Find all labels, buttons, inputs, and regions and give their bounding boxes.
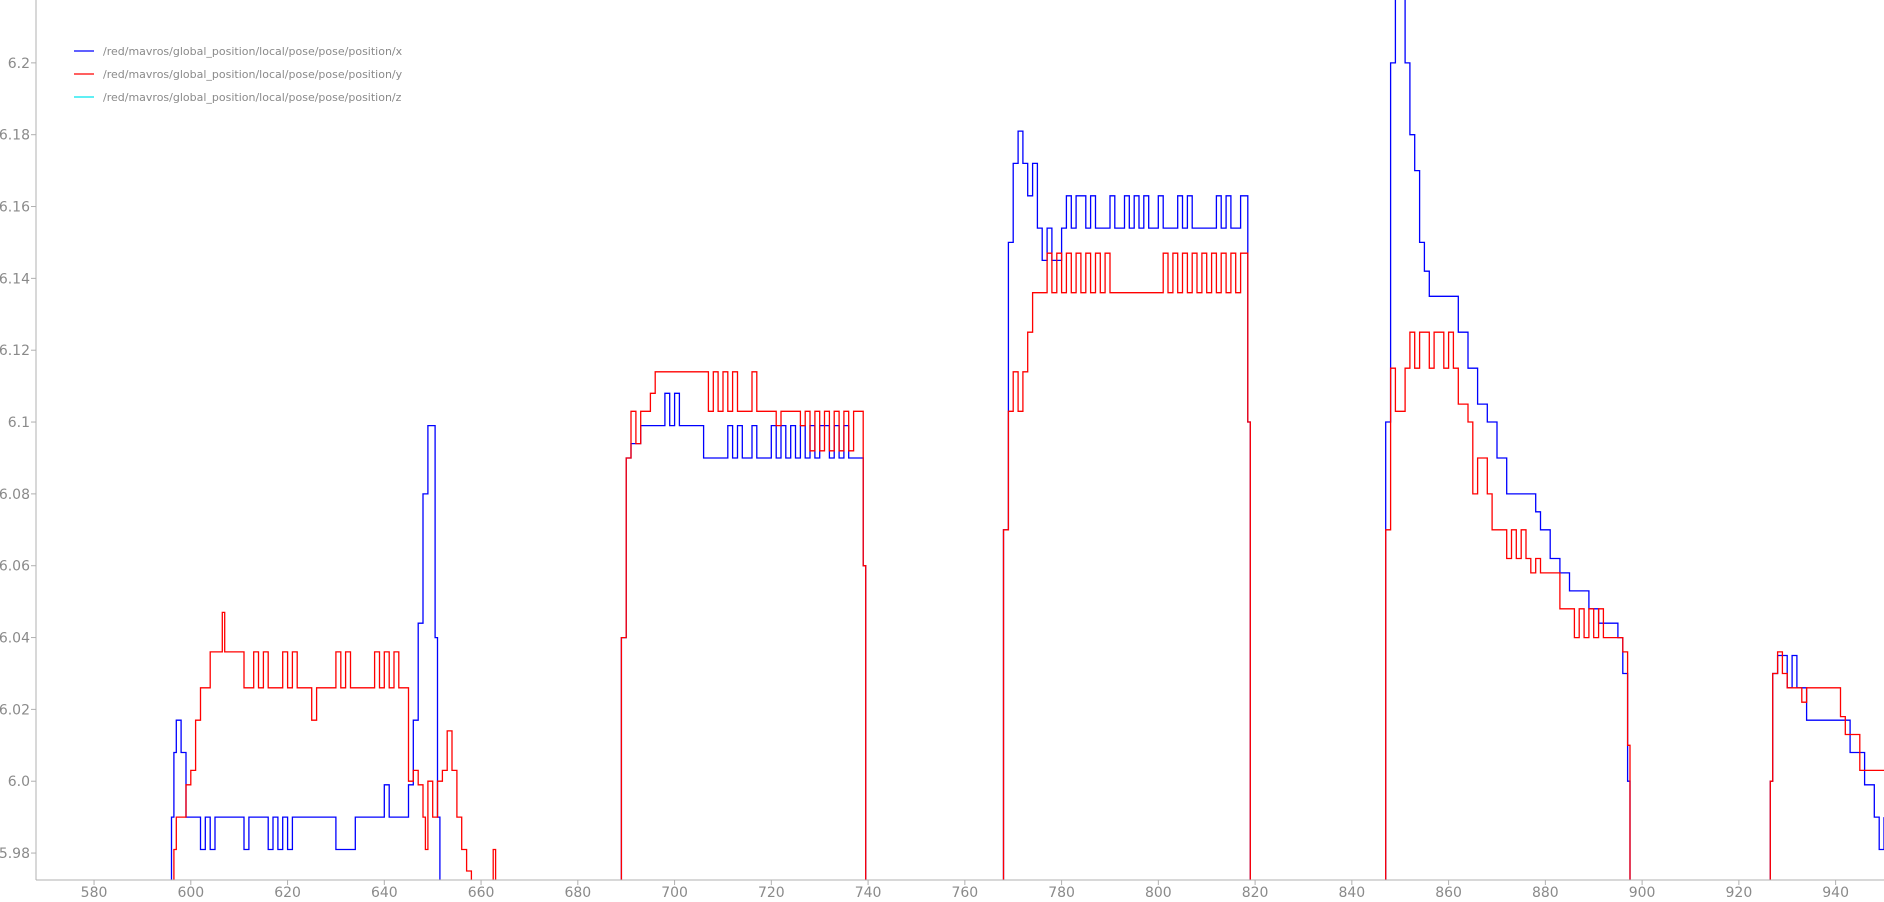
x-tick-label: 920 bbox=[1726, 885, 1753, 901]
series-line-segment bbox=[1769, 654, 1884, 880]
y-tick-label: 6.2 bbox=[8, 56, 30, 72]
legend: /red/mavros/global_position/local/pose/p… bbox=[74, 45, 403, 104]
series-x bbox=[170, 0, 1884, 880]
legend-item: /red/mavros/global_position/local/pose/p… bbox=[74, 68, 403, 81]
x-tick-label: 760 bbox=[951, 885, 978, 901]
x-tick-label: 700 bbox=[661, 885, 688, 901]
x-tick-label: 680 bbox=[564, 885, 591, 901]
y-tick-label: 6.08 bbox=[0, 487, 30, 503]
series-line-segment bbox=[1385, 0, 1631, 880]
x-tick-label: 740 bbox=[855, 885, 882, 901]
series-line-segment bbox=[620, 371, 867, 880]
x-tick-label: 800 bbox=[1145, 885, 1172, 901]
series-line-segment bbox=[620, 392, 867, 880]
series-line-segment bbox=[1769, 651, 1884, 880]
x-tick-label: 720 bbox=[758, 885, 785, 901]
legend-label: /red/mavros/global_position/local/pose/p… bbox=[103, 68, 403, 81]
series-line-segment bbox=[1002, 130, 1251, 880]
y-tick-label: 5.98 bbox=[0, 846, 30, 862]
series-line-segment bbox=[492, 848, 497, 880]
legend-item: /red/mavros/global_position/local/pose/p… bbox=[74, 91, 402, 104]
y-tick-label: 6.0 bbox=[8, 774, 30, 790]
x-tick-label: 580 bbox=[81, 885, 108, 901]
y-tick-label: 6.02 bbox=[0, 702, 30, 718]
y-tick-label: 6.16 bbox=[0, 200, 30, 216]
x-tick-label: 780 bbox=[1048, 885, 1075, 901]
x-axis-ticks: 580 600 620 640 660 680 700 720 740 760 780 800 820 8… bbox=[81, 880, 1849, 901]
y-tick-label: 6.14 bbox=[0, 271, 30, 287]
y-tick-label: 6.04 bbox=[0, 631, 30, 647]
x-tick-label: 840 bbox=[1338, 885, 1365, 901]
x-tick-label: 820 bbox=[1242, 885, 1269, 901]
plot-area bbox=[170, 0, 1884, 880]
x-tick-label: 940 bbox=[1822, 885, 1849, 901]
x-tick-label: 600 bbox=[177, 885, 204, 901]
series-line-segment bbox=[173, 611, 473, 880]
series-line-segment bbox=[1002, 252, 1251, 880]
x-tick-label: 900 bbox=[1629, 885, 1656, 901]
x-tick-label: 860 bbox=[1435, 885, 1462, 901]
x-tick-label: 660 bbox=[468, 885, 495, 901]
series-line-segment bbox=[1385, 331, 1631, 880]
legend-item: /red/mavros/global_position/local/pose/p… bbox=[74, 45, 403, 58]
legend-label: /red/mavros/global_position/local/pose/p… bbox=[103, 45, 403, 58]
legend-label: /red/mavros/global_position/local/pose/p… bbox=[103, 91, 402, 104]
x-tick-label: 640 bbox=[371, 885, 398, 901]
series-layer bbox=[170, 0, 1884, 880]
x-tick-label: 880 bbox=[1532, 885, 1559, 901]
series-y bbox=[173, 252, 1884, 880]
y-tick-label: 6.06 bbox=[0, 559, 30, 575]
y-tick-label: 6.18 bbox=[0, 128, 30, 144]
x-tick-label: 620 bbox=[274, 885, 301, 901]
y-axis-ticks: 5.98 6.0 6.02 6.04 6.06 6.08 6.1 6.12 6.14 6.16 6.… bbox=[0, 56, 36, 862]
series-line-segment bbox=[170, 424, 441, 880]
y-tick-label: 6.12 bbox=[0, 343, 30, 359]
y-tick-label: 6.1 bbox=[8, 415, 30, 431]
